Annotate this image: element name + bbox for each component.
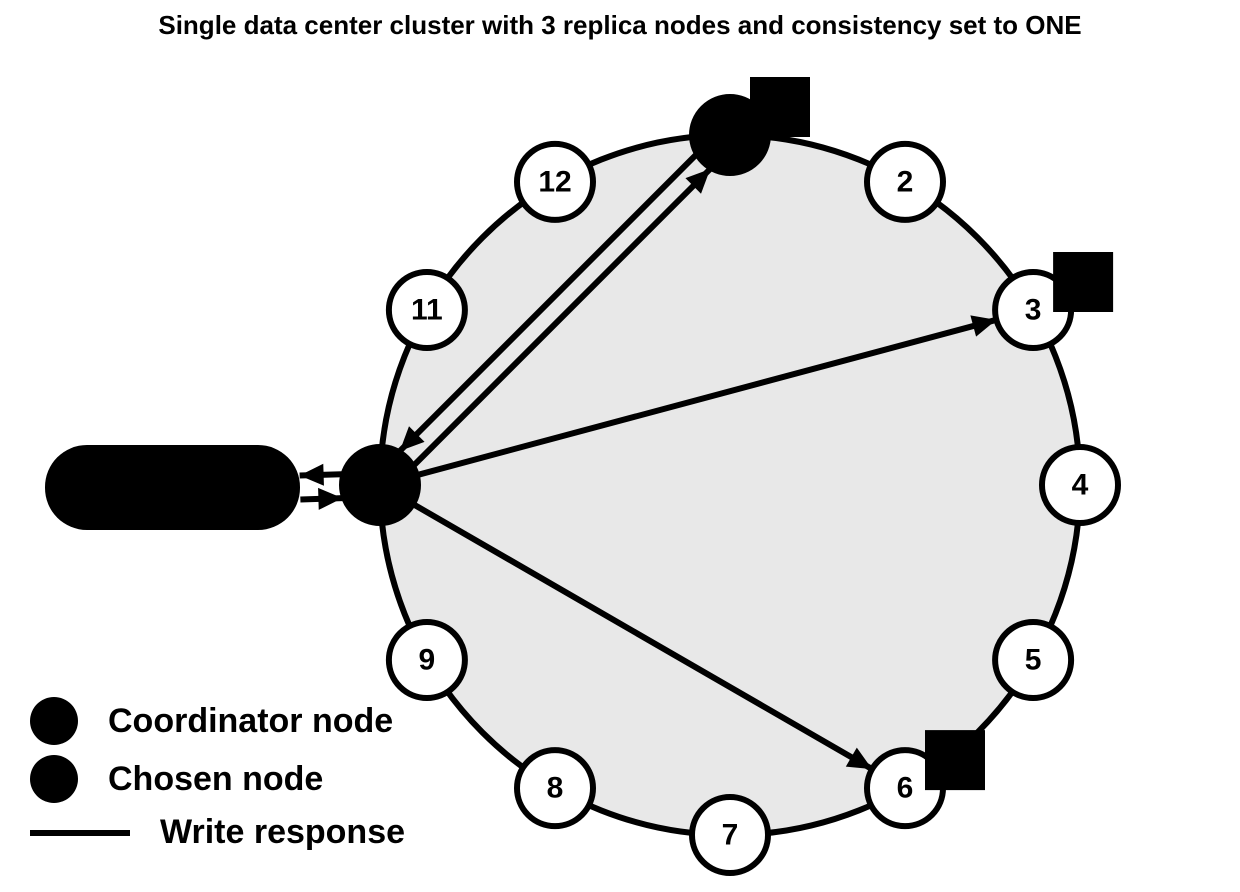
legend-item-0: Coordinator node [30,697,405,745]
legend-item-2: Write response [30,813,405,852]
node-12: 12 [517,144,593,220]
svg-text:9: 9 [419,644,436,677]
svg-text:5: 5 [1025,644,1042,677]
data-marker-6 [925,730,985,790]
svg-text:7: 7 [722,819,739,852]
node-11: 11 [389,272,465,348]
legend-dot-icon [30,755,78,803]
node-3: 3 [995,252,1113,348]
node-7: 7 [692,797,768,873]
node-5: 5 [995,622,1071,698]
svg-text:12: 12 [538,165,571,198]
node-10 [342,447,418,523]
node-4: 4 [1042,447,1118,523]
svg-text:4: 4 [1072,469,1089,502]
data-marker-3 [1053,252,1113,312]
client [45,445,300,530]
legend-item-1: Chosen node [30,755,405,803]
svg-text:6: 6 [897,772,914,805]
ring [380,135,1080,835]
node-9: 9 [389,622,465,698]
legend: Coordinator node Chosen node Write respons… [30,697,405,862]
legend-label: Chosen node [108,760,323,799]
node-2: 2 [867,144,943,220]
svg-text:2: 2 [897,165,914,198]
legend-label: Coordinator node [108,702,393,741]
legend-label: Write response [160,813,405,852]
svg-text:11: 11 [411,294,443,327]
edge-client-10-head [318,488,342,510]
legend-dot-icon [30,697,78,745]
svg-text:8: 8 [547,772,564,805]
edge-10-client-head [300,464,324,486]
node-8: 8 [517,750,593,826]
legend-line-icon [30,830,130,836]
data-marker-1 [750,77,810,137]
svg-text:3: 3 [1025,294,1042,327]
